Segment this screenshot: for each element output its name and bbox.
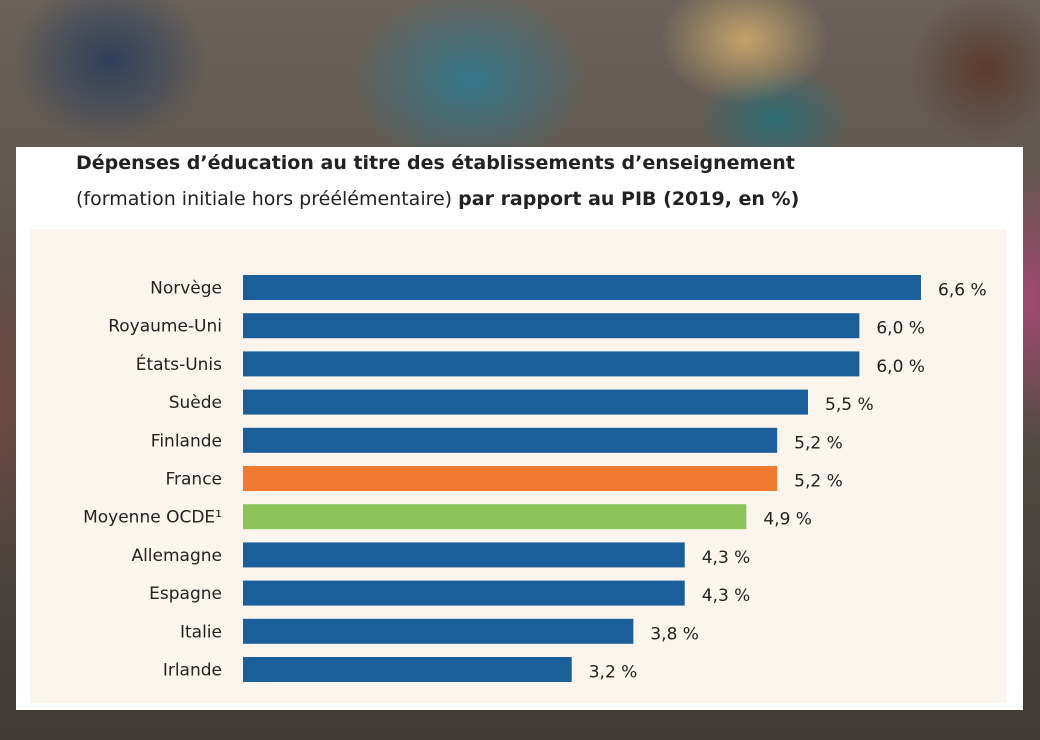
- category-label: Norvège: [150, 279, 222, 299]
- value-label: 6,6 %: [938, 281, 987, 301]
- value-label: 5,2 %: [794, 472, 843, 492]
- value-label: 3,2 %: [589, 663, 638, 683]
- category-label: États-Unis: [136, 353, 222, 375]
- chart-subtitle: (formation initiale hors préélémentaire)…: [76, 188, 799, 210]
- value-label: 5,5 %: [825, 395, 874, 415]
- bar-4: [243, 427, 778, 453]
- bar-0: [243, 275, 921, 300]
- category-label: Italie: [180, 622, 222, 642]
- value-label: 5,2 %: [794, 433, 843, 453]
- category-label: Finlande: [151, 431, 222, 451]
- category-label: Royaume-Uni: [108, 317, 222, 337]
- category-label: France: [165, 470, 222, 490]
- category-label: Suède: [169, 393, 222, 413]
- bar-7: [243, 542, 685, 568]
- value-label: 3,8 %: [650, 624, 699, 644]
- bar-1: [243, 313, 860, 339]
- category-label: Allemagne: [131, 546, 222, 566]
- chart-subtitle-regular: (formation initiale hors préélémentaire): [76, 188, 453, 210]
- bar-3: [243, 389, 808, 415]
- value-label: 6,0 %: [876, 319, 925, 339]
- value-label: 4,3 %: [702, 586, 751, 606]
- bar-5: [243, 466, 778, 491]
- chart-title: Dépenses d’éducation au titre des établi…: [76, 152, 795, 174]
- value-label: 6,0 %: [876, 357, 925, 377]
- category-label: Espagne: [149, 584, 222, 604]
- category-label: Irlande: [163, 661, 222, 681]
- bar-6: [243, 504, 747, 530]
- value-label: 4,3 %: [702, 548, 751, 568]
- bar-2: [243, 351, 860, 377]
- bar-8: [243, 580, 685, 606]
- bar-10: [243, 657, 572, 682]
- value-label: 4,9 %: [763, 510, 812, 530]
- chart-subtitle-bold: par rapport au PIB (2019, en %): [458, 188, 800, 210]
- bar-9: [243, 618, 634, 644]
- category-label: Moyenne OCDE¹: [83, 508, 222, 528]
